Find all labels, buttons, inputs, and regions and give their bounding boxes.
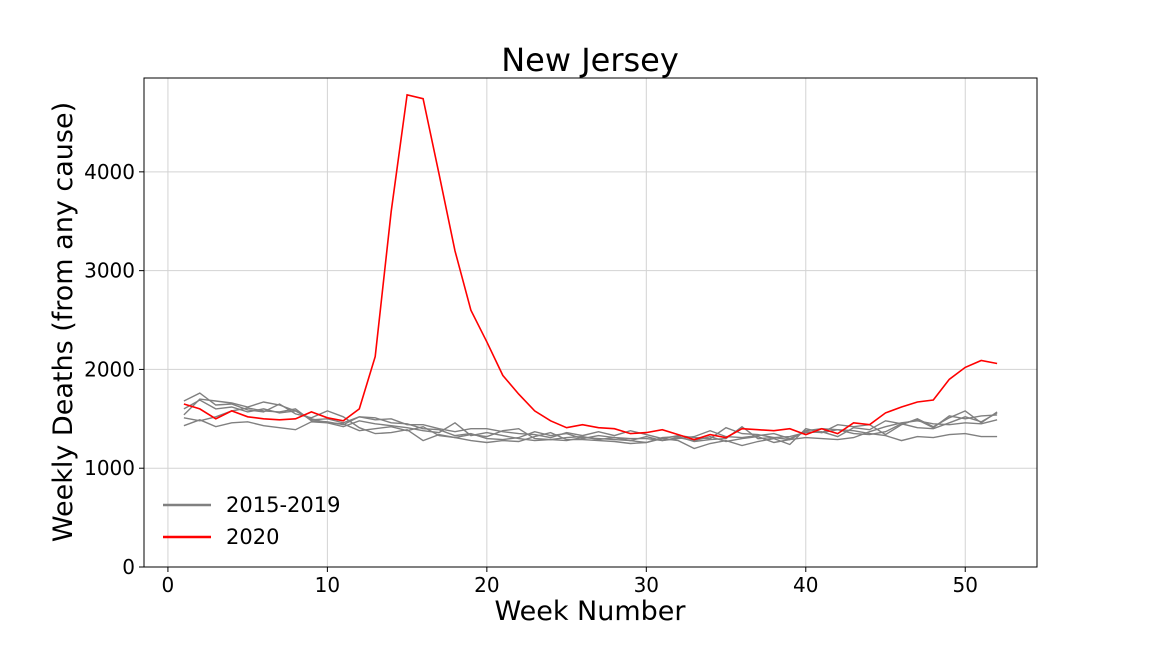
y-tick-label: 3000 bbox=[84, 259, 135, 283]
y-tick-label: 2000 bbox=[84, 357, 135, 381]
x-axis-ticks: 0 10 20 30 40 50 bbox=[162, 567, 978, 597]
legend-label: 2015-2019 bbox=[226, 493, 340, 517]
x-tick-label: 10 bbox=[315, 573, 340, 597]
x-tick-label: 50 bbox=[953, 573, 978, 597]
y-tick-label: 4000 bbox=[84, 160, 135, 184]
y-axis-label: Weekly Deaths (from any cause) bbox=[48, 102, 79, 542]
x-tick-label: 20 bbox=[474, 573, 499, 597]
x-axis-label: Week Number bbox=[494, 596, 686, 627]
y-tick-label: 1000 bbox=[84, 456, 135, 480]
series-line-2015-2019-2 bbox=[183, 419, 998, 444]
x-tick-label: 0 bbox=[162, 573, 175, 597]
series-line-2020-5 bbox=[183, 93, 998, 441]
legend: 2015-2019 2020 bbox=[163, 493, 340, 549]
x-tick-label: 30 bbox=[634, 573, 659, 597]
series-line-2015-2019-4 bbox=[183, 407, 998, 440]
plot-frame bbox=[143, 77, 1038, 568]
x-tick-label: 40 bbox=[793, 573, 818, 597]
legend-label: 2020 bbox=[226, 525, 279, 549]
series-lines bbox=[183, 93, 998, 450]
chart-title: New Jersey bbox=[501, 41, 679, 79]
series-line-2015-2019-3 bbox=[183, 399, 998, 442]
y-axis-ticks: 0 1000 2000 3000 4000 bbox=[84, 160, 144, 579]
y-tick-label: 0 bbox=[122, 555, 135, 579]
